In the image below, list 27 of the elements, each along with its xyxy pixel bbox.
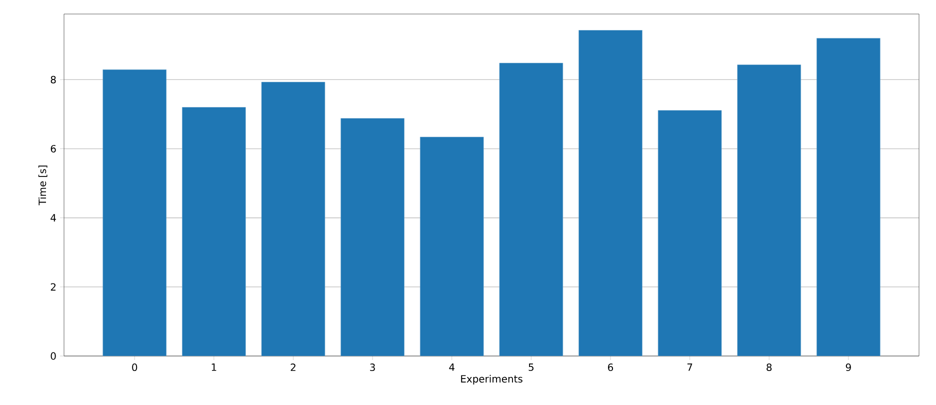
bar	[420, 136, 484, 356]
bar	[262, 82, 325, 356]
x-tick-label: 9	[846, 364, 851, 372]
bar	[658, 110, 722, 356]
x-axis-title: Experiments	[461, 374, 522, 385]
y-tick-label: 8	[50, 76, 56, 84]
bar	[340, 118, 404, 356]
x-tick-label: 3	[370, 364, 375, 372]
bar	[102, 70, 166, 356]
x-tick-label: 6	[608, 364, 614, 372]
y-axis-title: Time [s]	[38, 166, 48, 206]
y-tick-label: 6	[50, 144, 56, 152]
y-tick-label: 2	[50, 283, 56, 291]
y-tick-label: 4	[50, 214, 56, 222]
bar	[578, 30, 642, 356]
x-tick-label: 0	[132, 364, 138, 372]
x-tick-label: 2	[290, 364, 296, 371]
bar	[182, 107, 246, 356]
bar	[816, 38, 880, 356]
x-tick-label: 5	[528, 364, 534, 371]
x-tick-label: 8	[766, 364, 772, 372]
x-tick-label: 1	[212, 364, 216, 371]
y-tick-label: 0	[50, 352, 56, 360]
bar	[499, 63, 563, 356]
x-tick-label: 4	[449, 364, 454, 371]
bar	[737, 64, 801, 356]
x-tick-label: 7	[687, 364, 692, 371]
